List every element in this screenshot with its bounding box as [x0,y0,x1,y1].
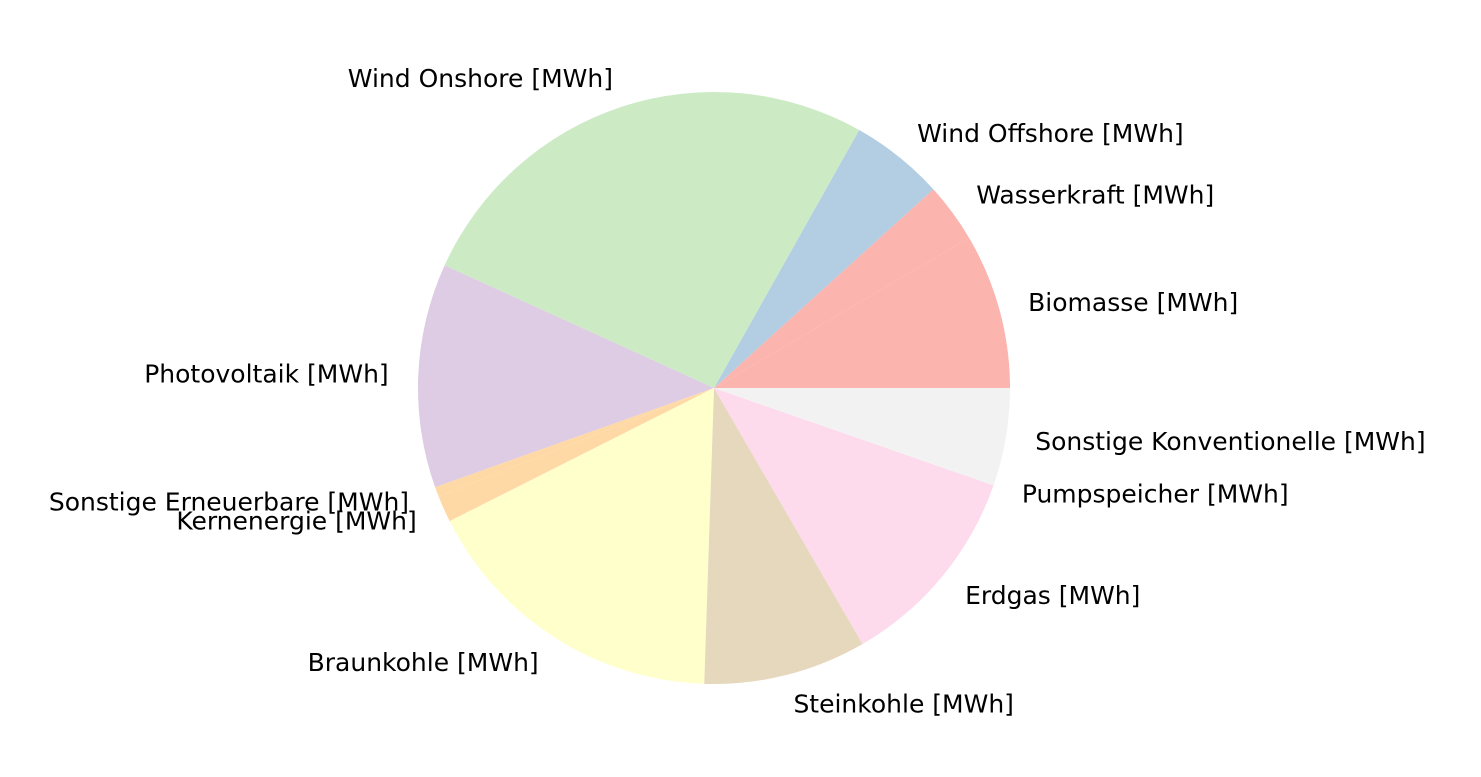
label-photovoltaik: Photovoltaik [MWh] [144,360,388,389]
slice-sonstige-konventionelle [714,388,1010,484]
label-sonstige-konventionelle: Sonstige Konventionelle [MWh] [1035,427,1425,456]
label-sonstige-erneuerbare: Sonstige Erneuerbare [MWh] [49,488,409,517]
label-kernenergie: Kernenergie [MWh] [176,506,416,535]
slice-erdgas [714,388,994,645]
slice-wasserkraft [714,189,970,388]
label-erdgas: Erdgas [MWh] [965,581,1140,610]
slice-wind-offshore [714,130,934,389]
label-wasserkraft: Wasserkraft [MWh] [976,181,1214,210]
slice-sonstige-erneuerbare [435,388,714,497]
slice-pumpspeicher [714,388,995,486]
slice-biomasse [714,237,1010,388]
pie-labels: Biomasse [MWh] Wasserkraft [MWh] Wind Offs… [49,64,1426,718]
slice-steinkohle [704,388,863,684]
label-steinkohle: Steinkohle [MWh] [793,689,1013,718]
label-braunkohle: Braunkohle [MWh] [308,648,539,677]
label-wind-onshore: Wind Onshore [MWh] [348,64,613,93]
slice-photovoltaik [418,265,714,488]
slice-wind-onshore [444,92,860,389]
label-biomasse: Biomasse [MWh] [1028,288,1238,317]
slice-kernenergie [438,388,714,522]
pie-slices [418,92,1010,684]
slice-braunkohle [449,388,714,684]
label-wind-offshore: Wind Offshore [MWh] [917,119,1184,148]
label-pumpspeicher: Pumpspeicher [MWh] [1022,480,1289,509]
